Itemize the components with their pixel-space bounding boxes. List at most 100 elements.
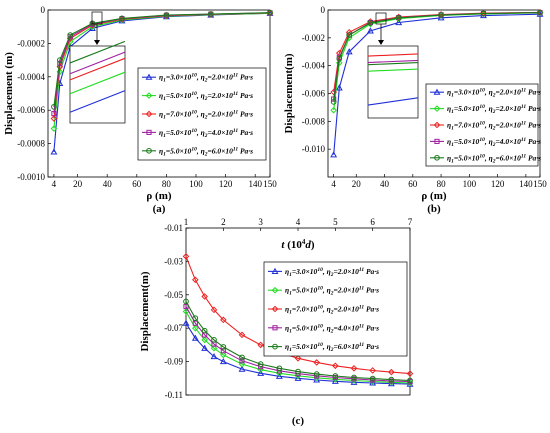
data-point-s1-4 [220, 351, 227, 359]
data-point-s4-11 [351, 374, 357, 381]
data-point-s3-1 [192, 320, 198, 326]
data-point-s2-0 [182, 253, 190, 260]
legend-marker-3 [434, 138, 440, 144]
data-point-s4-14 [407, 377, 413, 384]
panel-label: (b) [427, 203, 441, 215]
data-point-s4-0 [51, 104, 57, 110]
y-tick-label: -0.006 [302, 89, 326, 99]
x-tick-label: 2 [221, 217, 226, 227]
legend-label-3: η1=5.0×1010, η2=4.0×1011 Pa·s [447, 137, 541, 148]
legend-marker-3 [146, 129, 152, 135]
data-point-s4-2 [201, 327, 208, 334]
data-point-s4-1 [57, 57, 63, 63]
inset-line-0 [367, 97, 419, 106]
x-tick-label: 20 [73, 179, 83, 189]
data-point-s4-12 [369, 375, 376, 382]
data-point-s4-4 [220, 344, 227, 350]
y-axis-label: Displacement (m) [3, 52, 15, 135]
y-tick-label: -0.11 [165, 390, 183, 400]
y-tick-label: -0.03 [164, 256, 183, 266]
legend-marker-0 [145, 73, 153, 80]
legend-label-1: η1=5.0×1010, η2=2.0×1011 Pa·s [447, 104, 541, 115]
data-point-s2-8 [294, 354, 302, 362]
legend-label-2: η1=7.0×1010, η2=2.0×1011 Pa·s [159, 110, 253, 121]
data-point-s0-0 [330, 151, 338, 158]
data-point-s4-4 [119, 15, 125, 22]
data-point-s4-4 [395, 15, 402, 21]
legend-marker-4 [434, 154, 440, 161]
x-tick-label: 150 [263, 179, 277, 189]
x-tick-label: 100 [189, 179, 203, 189]
legend-marker-3 [272, 325, 278, 331]
x-tick-label: 4 [331, 179, 336, 189]
data-point-s2-4 [220, 316, 227, 324]
data-point-s2-0 [50, 115, 58, 122]
data-point-s1-0 [330, 106, 337, 114]
x-tick-label: 5 [333, 217, 338, 227]
x-tick-label: 7 [408, 217, 413, 227]
data-point-s4-5 [239, 354, 245, 361]
data-point-s2-2 [201, 293, 208, 300]
legend-marker-4 [272, 343, 278, 350]
inset-line-4 [69, 40, 126, 64]
inset-line-1 [69, 71, 126, 95]
series-line-4 [185, 301, 411, 382]
inset-box [367, 45, 419, 119]
data-point-s0-0 [182, 319, 190, 326]
data-point-s2-10 [332, 362, 339, 370]
chart-panel-c: -0.01 -0.03 -0.05 -0.07 -0.09 -0.11 1 2 3 4 5 6 7 Dis… [139, 217, 414, 427]
x-tick-label: 60 [132, 179, 142, 189]
data-point-s1-3 [210, 344, 218, 352]
inset-line-1 [367, 68, 419, 72]
data-point-s2-13 [388, 368, 395, 376]
x-tick-label: 6 [370, 217, 375, 227]
x-tick-label: 40 [380, 179, 390, 189]
data-point-s3-0 [51, 110, 57, 117]
x-tick-label: 4 [52, 179, 57, 189]
data-point-s4-7 [276, 365, 283, 372]
data-point-s0-6 [257, 369, 265, 376]
x-tick-label: 120 [219, 179, 233, 189]
inset-line-4 [367, 62, 419, 66]
y-tick-label: 0 [41, 5, 46, 15]
x-tick-label: 4 [296, 217, 301, 227]
data-point-s4-3 [367, 20, 374, 26]
data-point-s2-11 [350, 364, 358, 372]
legend-marker-1 [433, 105, 441, 112]
legend-label-0: η1=3.0×1010, η2=2.0×1011 Pa·s [447, 88, 541, 99]
data-point-s4-2 [67, 32, 74, 38]
data-point-s4-5 [438, 12, 444, 18]
x-tick-label: 120 [491, 179, 505, 189]
legend: η1=3.0×1010, η2=2.0×1011 Pa·s η1=5.0×1010… [137, 67, 267, 161]
data-point-s4-3 [211, 337, 217, 343]
data-point-s0-4 [395, 18, 403, 26]
x-tick-label: 40 [103, 179, 113, 189]
legend-marker-1 [145, 92, 153, 99]
x-tick-label: 80 [437, 179, 447, 189]
legend-label-1: η1=5.0×1010, η2=2.0×1011 Pa·s [285, 286, 379, 297]
data-point-s4-10 [332, 373, 339, 379]
legend-marker-4 [146, 147, 152, 154]
legend-marker-1 [271, 286, 279, 294]
y-tick-label: -0.07 [164, 323, 183, 333]
y-tick-label: -0.004 [302, 61, 326, 71]
y-tick-label: -0.0006 [17, 105, 45, 115]
data-point-s4-2 [346, 32, 353, 38]
legend-label-3: η1=5.0×1010, η2=4.0×1011 Pa·s [285, 323, 379, 334]
legend-marker-2 [145, 110, 153, 118]
legend-label-4: η1=5.0×1010, η2=6.0×1011 Pa·s [159, 146, 253, 157]
x-tick-label: 150 [533, 179, 547, 189]
legend-marker-2 [271, 305, 279, 313]
data-point-s4-13 [388, 376, 395, 383]
legend-label-2: η1=7.0×1010, η2=2.0×1011 Pa·s [447, 121, 541, 132]
data-point-s0-7 [275, 372, 283, 379]
inset-line-3 [69, 51, 126, 75]
data-point-s4-6 [207, 11, 214, 17]
y-axis-label: Displacement(m) [139, 271, 151, 351]
data-point-s2-9 [313, 359, 320, 366]
data-point-s0-8 [294, 374, 302, 381]
legend-label-1: η1=5.0×1010, η2=2.0×1011 Pa·s [159, 91, 253, 102]
legend-label-0: η1=3.0×1010, η2=2.0×1011 Pa·s [285, 267, 379, 278]
legend-box [137, 67, 267, 161]
